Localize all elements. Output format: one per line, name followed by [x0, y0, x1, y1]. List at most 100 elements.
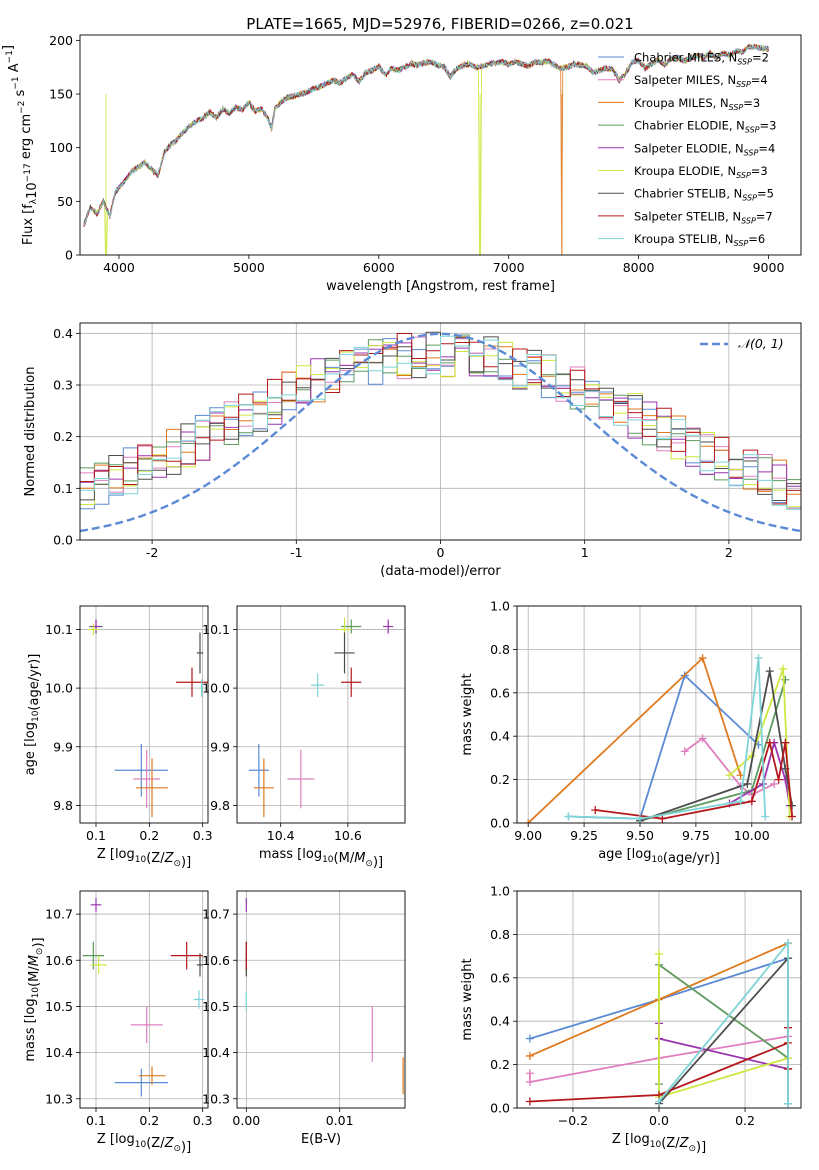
weight-marker: [680, 747, 689, 756]
axes-frame: [516, 605, 802, 824]
x-tick-label: 6000: [363, 260, 395, 275]
y-tick-label: 9.8: [210, 798, 230, 813]
x-tick-label: 2: [725, 545, 733, 560]
y-axis-label: age [log10(age/yr)]: [23, 654, 42, 776]
legend-label: Salpeter MILES, NSSP=4: [634, 73, 768, 89]
y-tick-label: 0.8: [490, 642, 510, 657]
weight-line-8: [658, 940, 789, 1104]
legend-label: Kroupa ELODIE, NSSP=3: [634, 164, 768, 180]
weight-marker: [698, 734, 707, 743]
y-tick-label: 0.0: [490, 816, 510, 831]
x-tick-label: 10.00: [734, 828, 770, 843]
plot-area: [245, 897, 404, 1095]
weight-marker: [765, 738, 774, 747]
y-tick-label: 10.6: [202, 953, 230, 968]
weight-line-6: [658, 955, 789, 1105]
y-tick-label: 10.6: [45, 953, 73, 968]
plot-area: [80, 331, 801, 533]
weight-marker: [765, 667, 774, 676]
x-tick-label: 0.2: [139, 1113, 159, 1128]
y-tick-label: 10.3: [45, 1091, 73, 1106]
y-tick-label: 9.9: [210, 739, 230, 754]
x-axis-label: (data-model)/error: [380, 564, 501, 579]
x-axis-label: wavelength [Angstrom, rest frame]: [326, 279, 555, 294]
x-tick-label: 0.3: [193, 828, 213, 843]
y-tick-label: 10.0: [202, 681, 230, 696]
chart-panels: 4000 5000 6000 7000 8000 9000 0 50 100 150 200 wave…: [1, 33, 802, 1155]
weight-marker: [655, 1097, 663, 1106]
weight-marker: [747, 797, 756, 806]
axes-frame: [79, 890, 209, 1109]
histogram-8: [80, 335, 801, 510]
weight-marker: [788, 812, 797, 821]
weight-marker: [525, 1097, 534, 1106]
legend-label: Salpeter STELIB, NSSP=7: [634, 209, 773, 225]
y-tick-label: 0.0: [490, 1101, 510, 1116]
weight-marker: [736, 797, 745, 806]
weight-line-1: [684, 737, 775, 796]
y-tick-label: 0: [65, 248, 73, 263]
weight-marker: [524, 819, 533, 823]
x-tick-label: 9.00: [514, 828, 542, 843]
x-tick-label: 7000: [493, 260, 525, 275]
x-axis-label: Z [log10(Z/Z⊙)]: [97, 1132, 191, 1155]
x-tick-label: 9.50: [626, 828, 654, 843]
y-tick-label: 10.4: [45, 1045, 73, 1060]
x-tick-label: 0.00: [232, 1113, 260, 1128]
y-tick-label: 0.2: [53, 429, 73, 444]
y-axis-label: Normed distribution: [23, 367, 38, 497]
y-tick-label: 1.0: [490, 884, 510, 899]
x-tick-label: 0.2: [735, 1113, 755, 1128]
x-tick-label: 0.1: [86, 1113, 106, 1128]
x-tick-label: 0.1: [86, 828, 106, 843]
x-tick-label: 1: [581, 545, 589, 560]
weight-marker: [774, 775, 783, 784]
y-tick-label: 10.7: [45, 907, 73, 922]
axes-age_vs_mass: 10.4 10.6 9.8 9.9 10.0 10.1 mass [log10(M/M⊙)]: [202, 605, 406, 870]
weight-marker: [635, 814, 644, 823]
axes-mass_vs_Z: 0.1 0.2 0.3 10.3 10.4 10.5 10.6 10.7 Z [log10(Z/…: [23, 890, 213, 1155]
weight-marker: [781, 738, 790, 747]
x-tick-label: 9.75: [682, 828, 710, 843]
weight-line-2: [527, 656, 742, 823]
weight-marker: [779, 664, 788, 673]
x-tick-label: 0: [437, 545, 445, 560]
y-tick-label: 10.4: [202, 1045, 230, 1060]
y-tick-label: 200: [49, 33, 73, 48]
x-axis-label: Z [log10(Z/Z⊙)]: [612, 1132, 706, 1155]
plot-area: [524, 654, 797, 823]
x-tick-label: 10.4: [267, 828, 295, 843]
y-tick-label: 0.4: [53, 326, 73, 341]
weight-marker: [658, 814, 667, 823]
y-tick-label: 0.1: [53, 481, 73, 496]
weight-marker: [525, 1069, 534, 1078]
weight-marker: [761, 812, 770, 821]
y-tick-label: 10.3: [202, 1091, 230, 1106]
y-tick-label: 10.7: [202, 907, 230, 922]
spectrum-line-8: [83, 44, 769, 226]
axes-mass_vs_ebv: 0.00 0.01 10.3 10.4 10.5 10.6 10.7 E(B-V): [202, 890, 406, 1147]
x-axis-label: mass [log10(M/M⊙)]: [259, 847, 383, 870]
weight-marker: [743, 779, 752, 788]
legend-label: Salpeter ELODIE, NSSP=4: [634, 141, 775, 157]
x-tick-label: 0.3: [193, 1113, 213, 1128]
legend-label: Chabrier ELODIE, NSSP=3: [634, 119, 776, 135]
y-tick-label: 100: [49, 140, 73, 155]
weight-marker: [754, 654, 763, 663]
plot-area: [248, 617, 394, 818]
y-tick-label: 50: [57, 194, 73, 209]
axes-frame: [236, 605, 406, 824]
y-tick-label: 0.2: [490, 1057, 510, 1072]
y-axis-label: Flux [fλ10−17 erg cm−2 s−1 A−1]: [1, 45, 40, 245]
x-axis-label: Z [log10(Z/Z⊙)]: [97, 847, 191, 870]
y-tick-label: 1.0: [490, 599, 510, 614]
x-tick-label: 9000: [753, 260, 785, 275]
y-axis-label: mass weight: [460, 958, 475, 1040]
weight-line-5: [658, 953, 789, 1099]
x-tick-label: 10.6: [334, 828, 362, 843]
weight-marker: [525, 1051, 534, 1060]
weight-marker: [725, 771, 734, 780]
y-tick-label: 0.6: [490, 685, 510, 700]
axes-age_vs_Z: 0.1 0.2 0.3 9.8 9.9 10.0 10.1 Z [log10(Z/Z⊙)] ag…: [23, 605, 213, 870]
